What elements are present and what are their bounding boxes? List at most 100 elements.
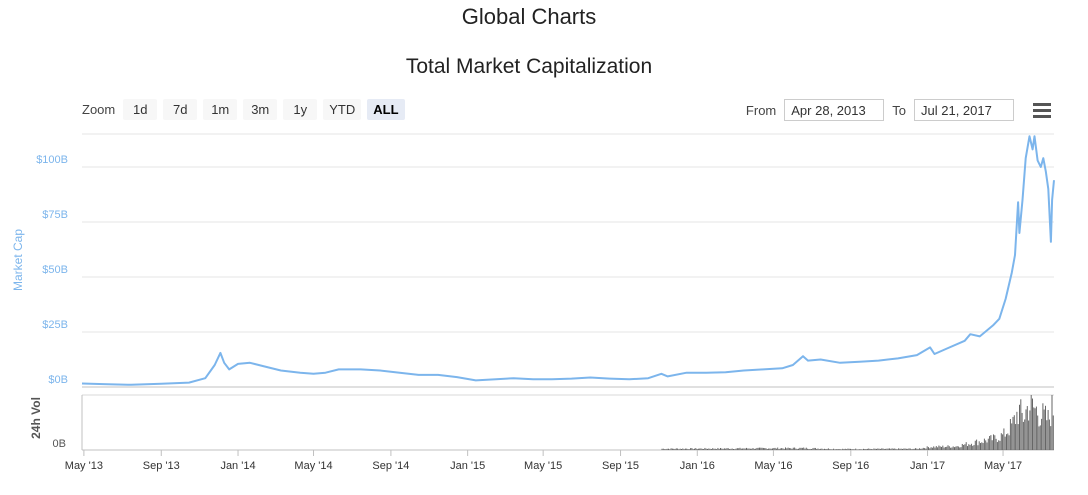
hamburger-menu-icon[interactable] bbox=[1033, 103, 1051, 119]
volume-bar bbox=[969, 445, 971, 450]
volume-bar bbox=[808, 448, 810, 450]
volume-bar bbox=[753, 448, 755, 450]
zoom-button-ytd[interactable]: YTD bbox=[323, 99, 362, 120]
volume-bar bbox=[665, 449, 667, 450]
zoom-label: Zoom bbox=[82, 102, 116, 117]
volume-bar bbox=[674, 448, 676, 450]
volume-bar bbox=[726, 448, 728, 450]
volume-bar bbox=[731, 448, 733, 450]
y-tick-label: $75B bbox=[42, 209, 68, 221]
x-tick-label: Jan '17 bbox=[910, 460, 945, 472]
volume-bar bbox=[873, 448, 875, 450]
volume-bar bbox=[791, 448, 793, 450]
volume-bar bbox=[686, 448, 688, 450]
volume-bar bbox=[740, 448, 742, 450]
volume-bar bbox=[671, 448, 673, 450]
volume-bar bbox=[883, 448, 885, 450]
volume-bar bbox=[796, 448, 798, 450]
from-date-input[interactable] bbox=[784, 99, 885, 121]
volume-bar bbox=[1033, 407, 1035, 450]
volume-bar bbox=[714, 448, 716, 450]
volume-bar bbox=[814, 447, 816, 450]
volume-bar bbox=[781, 448, 783, 450]
volume-bar bbox=[713, 448, 715, 450]
volume-bar bbox=[684, 448, 686, 450]
volume-bar bbox=[943, 447, 945, 450]
volume-bar bbox=[939, 446, 941, 450]
volume-bar bbox=[1041, 418, 1043, 450]
volume-bar bbox=[820, 448, 822, 450]
market-cap-series-line bbox=[81, 135, 1055, 386]
volume-bar bbox=[1047, 409, 1049, 450]
volume-bar bbox=[773, 447, 775, 450]
volume-bar bbox=[857, 449, 859, 450]
volume-bar bbox=[683, 449, 685, 450]
volume-bar bbox=[833, 448, 835, 450]
volume-bar bbox=[860, 449, 862, 450]
volume-bar bbox=[1007, 433, 1009, 450]
zoom-button-1m[interactable]: 1m bbox=[203, 99, 238, 120]
volume-bar bbox=[777, 447, 779, 450]
volume-bar bbox=[855, 448, 857, 450]
zoom-button-all[interactable]: ALL bbox=[367, 99, 405, 120]
volume-bar bbox=[1030, 395, 1032, 450]
volume-bar bbox=[830, 449, 832, 450]
volume-bar bbox=[1020, 399, 1022, 450]
volume-bar bbox=[877, 448, 879, 450]
zoom-button-7d[interactable]: 7d bbox=[163, 99, 198, 120]
volume-bar bbox=[891, 448, 893, 450]
volume-bar bbox=[677, 448, 679, 450]
volume-bar bbox=[977, 445, 979, 450]
volume-bar bbox=[861, 449, 863, 450]
volume-bar bbox=[769, 448, 771, 450]
volume-bar bbox=[948, 446, 950, 450]
volume-bar bbox=[817, 448, 819, 450]
volume-bar bbox=[757, 447, 759, 450]
volume-bar bbox=[921, 448, 923, 450]
volume-bar bbox=[968, 444, 970, 450]
volume-bar bbox=[705, 448, 707, 450]
volume-bar bbox=[870, 448, 872, 450]
volume-bar bbox=[911, 449, 913, 450]
x-tick-label: May '13 bbox=[65, 460, 103, 472]
volume-bar bbox=[918, 448, 920, 450]
to-date-input[interactable] bbox=[914, 99, 1014, 121]
volume-bar bbox=[851, 449, 853, 450]
volume-bar bbox=[801, 447, 803, 450]
volume-bar bbox=[1008, 435, 1010, 450]
volume-bar bbox=[690, 448, 692, 450]
volume-bar bbox=[996, 442, 998, 450]
volume-bar bbox=[998, 440, 1000, 450]
volume-bar bbox=[670, 448, 672, 450]
volume-bar bbox=[1043, 409, 1045, 450]
volume-bar bbox=[986, 442, 988, 450]
volume-bar bbox=[834, 449, 836, 450]
zoom-button-1d[interactable]: 1d bbox=[123, 99, 158, 120]
zoom-button-3m[interactable]: 3m bbox=[243, 99, 278, 120]
volume-bar bbox=[878, 448, 880, 450]
volume-bar bbox=[889, 448, 890, 450]
volume-bar bbox=[825, 448, 827, 450]
y-axis-title: Market Cap bbox=[11, 229, 25, 291]
volume-tick-label: 0B bbox=[53, 438, 66, 450]
volume-bar bbox=[795, 448, 797, 450]
volume-bar bbox=[696, 448, 698, 450]
zoom-button-1y[interactable]: 1y bbox=[283, 99, 318, 120]
volume-bar bbox=[913, 448, 915, 450]
volume-bar bbox=[976, 439, 978, 450]
volume-bar bbox=[842, 448, 844, 450]
volume-bar bbox=[925, 448, 927, 450]
volume-bar bbox=[895, 448, 897, 450]
volume-bar bbox=[924, 448, 926, 450]
volume-bar bbox=[700, 448, 702, 450]
volume-bar bbox=[856, 449, 858, 450]
volume-bar bbox=[898, 448, 900, 450]
volume-bar bbox=[951, 447, 953, 450]
volume-bar bbox=[829, 449, 831, 450]
volume-bar bbox=[831, 449, 833, 450]
volume-bar bbox=[1037, 415, 1039, 450]
volume-axis-title: 24h Vol bbox=[29, 397, 43, 439]
volume-bar bbox=[1016, 411, 1018, 450]
volume-bar bbox=[852, 449, 854, 450]
